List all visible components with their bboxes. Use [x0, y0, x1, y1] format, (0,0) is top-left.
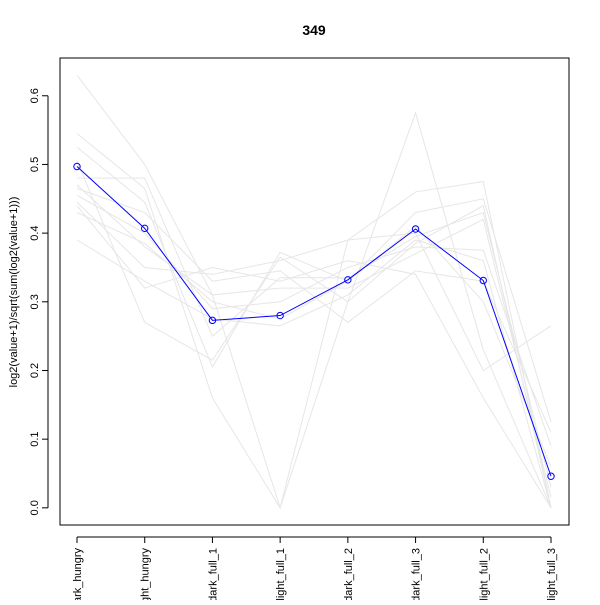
- x-tick-label-dark_hungry: ark_hungry: [72, 548, 84, 600]
- x-tick-label-light_full_2: light_full_2: [478, 548, 490, 600]
- x-tick-label-dark_full_2: dark_full_2: [343, 548, 355, 600]
- background-series-line-9: [76, 201, 552, 372]
- y-axis-label: log2(value+1)/sqrt(sum(log2(value+1))): [8, 197, 20, 388]
- background-series-line-4: [76, 160, 552, 508]
- background-series-layer: [76, 74, 552, 510]
- y-tick-label: 0.0: [29, 500, 41, 515]
- highlight-point-light_hungry: [141, 224, 149, 233]
- chart-title: 349: [302, 22, 326, 38]
- highlight-point-dark_hungry: [73, 162, 81, 171]
- y-axis: 0.0 0.1 0.2 0.3 0.4 0.5 0.6: [29, 88, 49, 515]
- background-series-line-7: [76, 188, 552, 433]
- y-tick-label: 0.2: [29, 363, 41, 378]
- highlight-series-layer: [73, 162, 555, 480]
- background-series-line-5: [77, 177, 552, 488]
- highlight-point-light_full_3: [547, 472, 555, 480]
- background-series-line-10: [76, 205, 552, 509]
- background-series-line-6: [76, 184, 552, 498]
- background-series-line-8: [76, 194, 552, 447]
- x-axis: ark_hungry ght_hungry dark_full_1 light_ful…: [72, 536, 558, 600]
- highlight-point-light_full_1: [276, 311, 284, 320]
- highlight-series-line: [76, 166, 552, 477]
- x-tick-label-dark_full_1: dark_full_1: [207, 548, 219, 600]
- background-series-line-3: [76, 146, 552, 423]
- x-tick-label-dark_full_3: dark_full_3: [411, 548, 423, 600]
- plot-frame: [59, 57, 570, 526]
- highlight-point-dark_full_3: [411, 225, 420, 233]
- highlight-point-dark_full_1: [208, 316, 217, 325]
- x-tick-label-light_full_1: light_full_1: [275, 548, 287, 600]
- y-tick-label: 0.6: [29, 88, 41, 103]
- x-tick-label-light_hungry: ght_hungry: [140, 548, 152, 600]
- x-tick-label-light_full_3: light_full_3: [546, 548, 558, 600]
- background-series-line-2: [76, 133, 552, 510]
- y-tick-label: 0.4: [29, 225, 41, 240]
- y-tick-label: 0.3: [29, 294, 41, 309]
- highlight-point-light_full_2: [479, 276, 487, 285]
- background-series-line-1: [76, 74, 552, 510]
- y-tick-label: 0.1: [29, 432, 41, 447]
- y-tick-label: 0.5: [29, 157, 41, 172]
- highlight-point-dark_full_2: [344, 276, 352, 284]
- background-series-line-12: [76, 239, 552, 508]
- background-series-line-11: [76, 212, 552, 467]
